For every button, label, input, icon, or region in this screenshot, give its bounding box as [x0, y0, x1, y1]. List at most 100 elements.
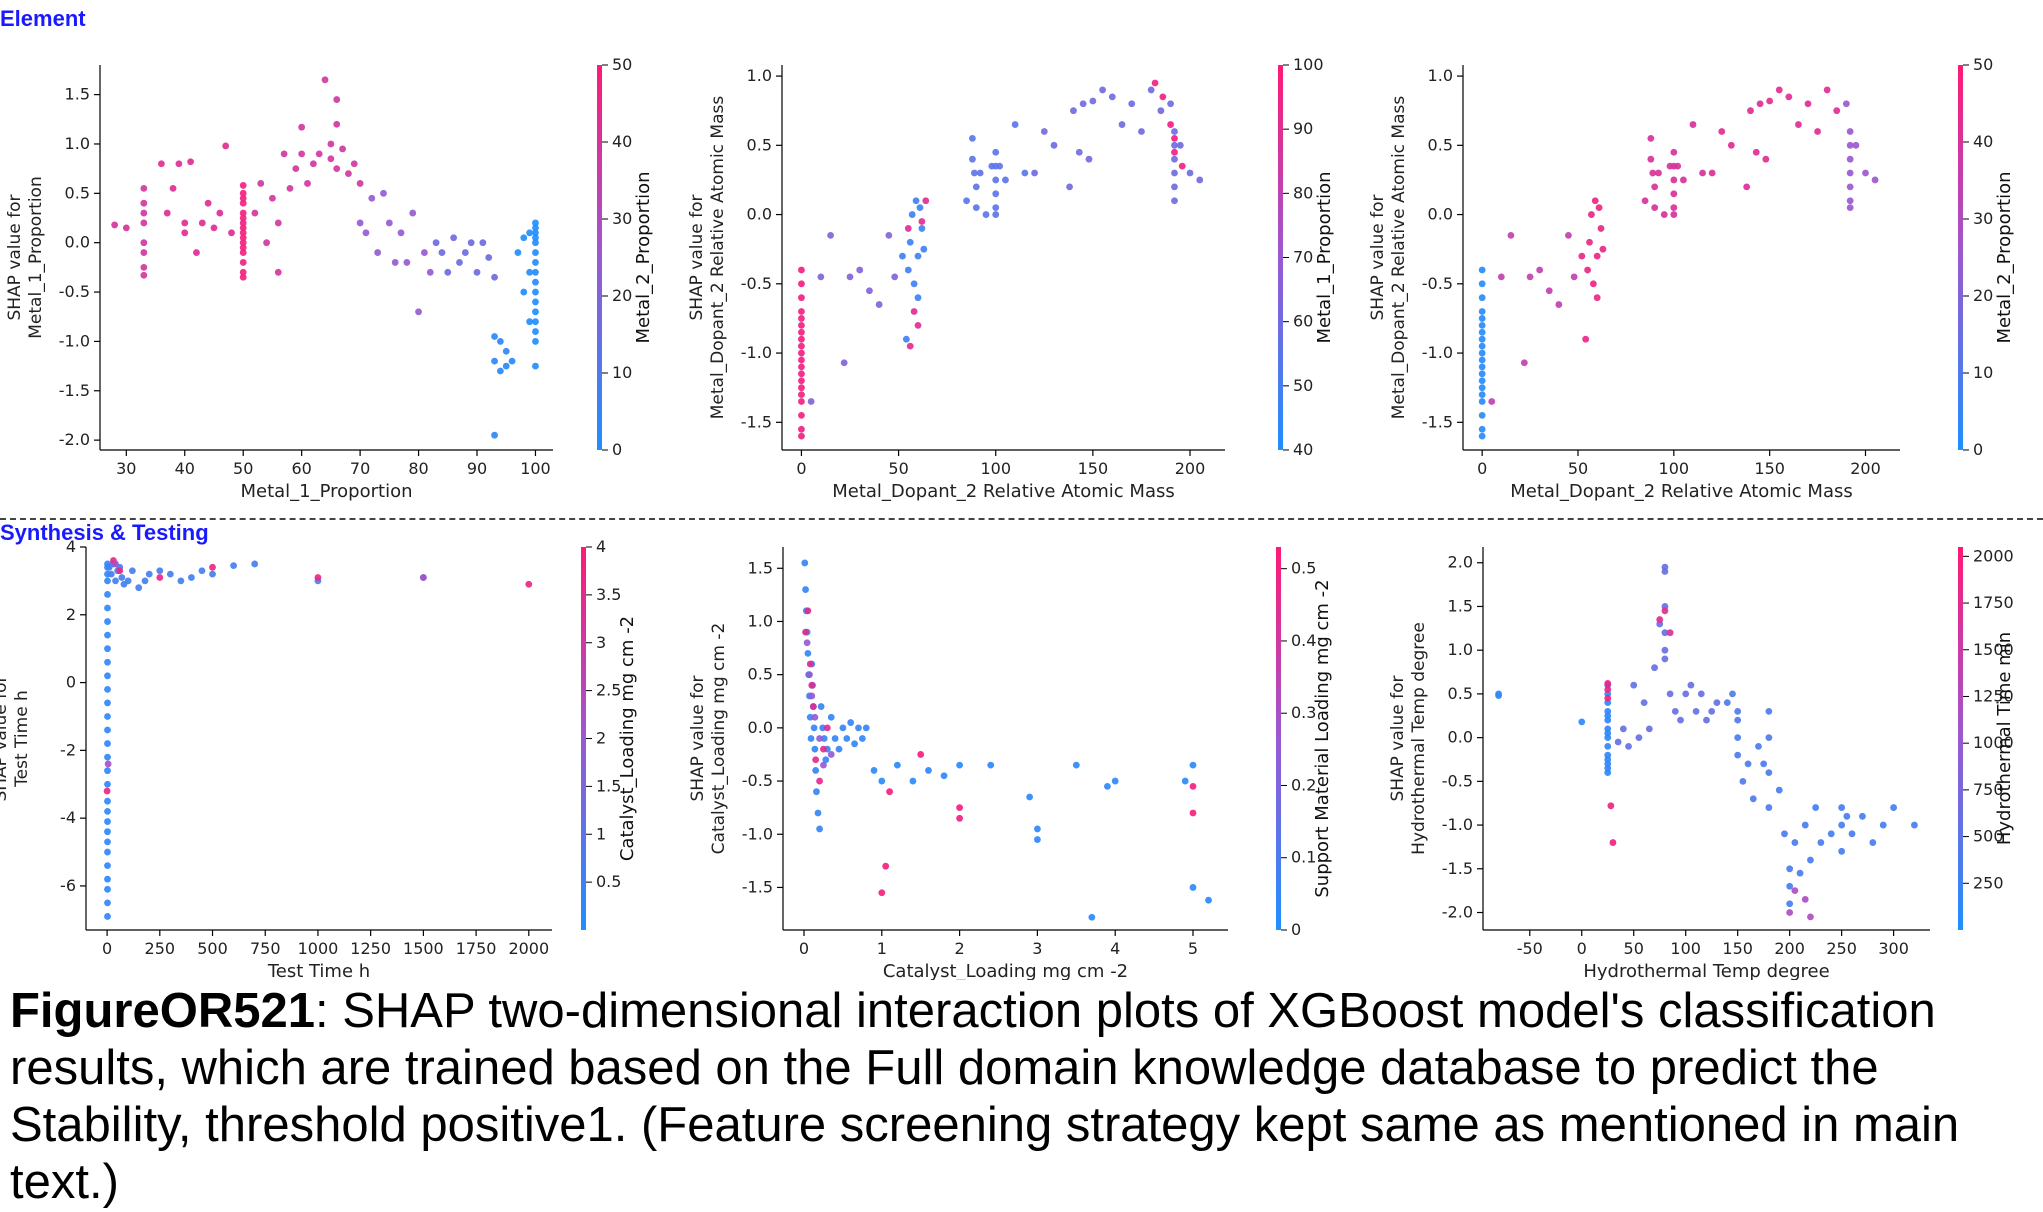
data-point [327, 155, 335, 163]
y-tick-label: -6 [60, 876, 76, 895]
colorbar-tick-label: 0.5 [596, 872, 621, 891]
data-point [432, 239, 440, 247]
x-tick-label: 3 [1032, 939, 1042, 958]
data-point [1689, 121, 1697, 128]
data-point [917, 751, 925, 758]
data-point [1565, 231, 1572, 239]
y-axis-label: SHAP value for [0, 675, 11, 801]
data-point [532, 234, 539, 242]
y-tick-label: 0.0 [748, 718, 773, 737]
data-point [187, 158, 195, 166]
data-point [1729, 690, 1736, 698]
y-axis-label: SHAP value for [687, 194, 707, 320]
colorbar-label: Metal_2_Proportion [633, 171, 654, 343]
data-point [103, 787, 111, 795]
data-point [456, 259, 463, 266]
data-point [806, 660, 814, 668]
data-point [925, 767, 932, 774]
colorbar-tick-label: 0.3 [1291, 703, 1316, 722]
data-point [473, 268, 481, 276]
data-point [1743, 183, 1751, 191]
y-tick-label: 0.0 [1448, 728, 1473, 747]
data-point [909, 777, 917, 785]
data-point [1604, 764, 1612, 772]
data-point [298, 123, 306, 131]
x-tick-label: 150 [1722, 939, 1753, 958]
data-point [1786, 900, 1794, 908]
data-point [835, 745, 843, 753]
data-point [1599, 245, 1607, 253]
data-point [1838, 847, 1846, 855]
x-tick-label: -50 [1517, 939, 1543, 958]
section-divider [0, 518, 2043, 520]
colorbar [1958, 65, 1963, 450]
x-tick-label: 1000 [298, 939, 339, 958]
data-point [104, 699, 111, 707]
data-point [1645, 725, 1653, 733]
shap-panel-1: 30 40 50 60 70 80 90 100-2.0-1.5-1.0-0.50.00.51… [5, 55, 654, 502]
colorbar-tick-label: 50 [1293, 376, 1313, 395]
colorbar-tick-label: 90 [1293, 119, 1313, 138]
data-point [520, 288, 528, 296]
y-tick-label: 1.5 [748, 558, 773, 577]
data-point [163, 209, 171, 217]
x-tick-label: 60 [291, 459, 311, 478]
data-point [309, 160, 317, 168]
data-point [1033, 825, 1041, 833]
x-axis-label: Test Time h [267, 961, 370, 980]
y-axis-label: SHAP value for [1368, 194, 1388, 320]
data-point [532, 328, 539, 335]
colorbar-label: Metal_2_Proportion [1994, 171, 2015, 343]
data-point [1171, 197, 1178, 205]
data-point [1589, 280, 1597, 288]
data-point [222, 142, 230, 150]
colorbar-tick-label: 750 [1973, 780, 2004, 799]
y-axis-label: SHAP value for [1388, 675, 1408, 801]
data-point [1478, 294, 1486, 302]
data-point [1647, 155, 1655, 163]
data-point [814, 809, 822, 817]
y-tick-label: -0.5 [1442, 771, 1473, 790]
data-point [333, 96, 341, 103]
data-point [1111, 777, 1119, 785]
data-point [798, 349, 805, 357]
data-point [798, 391, 805, 399]
colorbar-tick-label: 4 [596, 537, 606, 556]
data-point [804, 649, 812, 657]
y-tick-label: 2.0 [1448, 553, 1473, 572]
data-point [906, 342, 914, 350]
data-point [339, 145, 346, 153]
data-point [1478, 411, 1486, 419]
data-point [918, 218, 926, 225]
colorbar-tick-label: 80 [1293, 183, 1313, 202]
y-tick-label: 1.0 [1428, 66, 1453, 85]
data-point [181, 219, 189, 227]
colorbar-tick-label: 70 [1293, 248, 1313, 267]
data-point [856, 266, 864, 274]
data-point [922, 197, 930, 205]
caption-text: : SHAP two-dimensional interaction plots… [10, 984, 1960, 1209]
data-point [878, 889, 886, 897]
colorbar-tick-label: 1 [596, 824, 606, 843]
data-point [970, 169, 978, 177]
data-point [274, 268, 282, 276]
data-point [1649, 169, 1657, 177]
data-point [1604, 729, 1612, 737]
colorbar [581, 547, 586, 930]
data-point [1765, 769, 1773, 777]
x-tick-label: 100 [1659, 459, 1690, 478]
data-point [1670, 148, 1678, 156]
colorbar-tick-label: 100 [1293, 55, 1324, 74]
y-tick-label: -1.5 [742, 877, 773, 896]
data-point [1478, 391, 1486, 399]
data-point [166, 570, 174, 578]
data-point [1050, 141, 1058, 149]
data-point [1846, 141, 1854, 149]
data-point [362, 229, 370, 237]
y-tick-label: -1.0 [1422, 343, 1453, 362]
data-point [846, 273, 854, 281]
data-point [827, 713, 835, 721]
colorbar-tick-label: 40 [1293, 440, 1313, 459]
data-point [140, 263, 148, 271]
data-point [345, 170, 352, 177]
